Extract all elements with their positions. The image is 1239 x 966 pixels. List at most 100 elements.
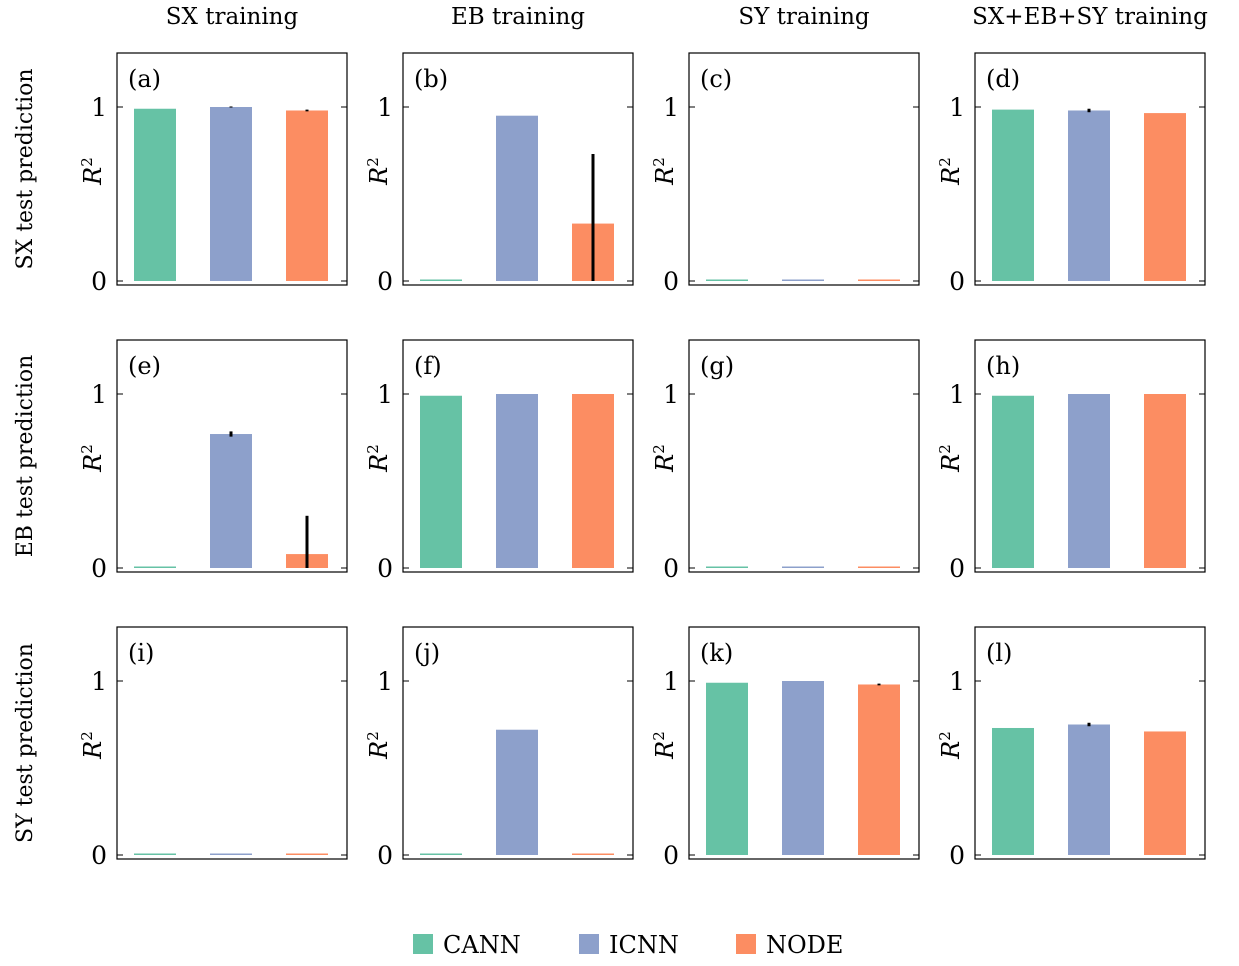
bar-cann [134,853,176,855]
panel-label: (g) [700,352,734,380]
panel-frame [116,52,348,286]
legend-item-icnn: ICNN [579,931,679,959]
panel-f: 0 1 R2 (f) [364,339,634,583]
bar-icnn [210,107,252,281]
bar-cann [706,566,748,568]
bar-icnn [782,566,824,568]
panel-i: 0 1 R2 (i) [78,626,348,870]
panel-label: (d) [986,65,1020,93]
panel-frame [116,626,348,860]
bar-icnn [1068,394,1110,568]
y-axis-label: R2 [936,444,965,473]
y-tick-label: 1 [949,93,965,122]
panel-frame [688,339,920,573]
column-title: EB training [451,4,585,30]
bar-icnn [782,681,824,855]
bar-cann [992,727,1034,855]
bar-node [1144,731,1186,855]
y-tick-label: 1 [663,380,679,409]
y-tick-label: 0 [663,554,679,583]
y-tick-label: 1 [91,667,107,696]
bar-node [858,279,900,281]
bar-node [1144,394,1186,568]
row-title: EB test prediction [13,355,38,558]
bar-cann [134,566,176,568]
panel-label: (k) [700,639,733,667]
bar-cann [420,279,462,281]
panel-k: 0 1 R2 (k) [650,626,920,870]
y-axis-label: R2 [364,731,393,760]
y-tick-label: 1 [91,380,107,409]
bar-cann [706,279,748,281]
panel-label: (j) [414,639,440,667]
panel-frame [688,52,920,286]
y-tick-label: 0 [949,554,965,583]
y-tick-label: 0 [377,267,393,296]
bar-node [858,684,900,855]
y-tick-label: 1 [949,667,965,696]
y-tick-label: 0 [377,841,393,870]
y-tick-label: 0 [663,267,679,296]
bar-node [572,394,614,568]
panel-frame [402,626,634,860]
legend-swatch [736,934,756,954]
bar-node [286,110,328,281]
bar-node [858,566,900,568]
bar-icnn [210,434,252,568]
panel-g: 0 1 R2 (g) [650,339,920,583]
bar-icnn [1068,724,1110,855]
bar-cann [992,109,1034,281]
y-axis-label: R2 [650,444,679,473]
panel-frame [974,626,1206,860]
y-tick-label: 1 [377,93,393,122]
legend-item-cann: CANN [413,931,521,959]
panel-e: 0 1 R2 (e) [78,339,348,583]
panel-c: 0 1 R2 (c) [650,52,920,296]
bar-icnn [496,729,538,855]
y-axis-label: R2 [936,157,965,186]
legend-swatch [579,934,599,954]
column-title: SX training [166,4,299,30]
y-tick-label: 0 [377,554,393,583]
bar-icnn [210,853,252,855]
y-axis-label: R2 [78,731,107,760]
panel-label: (f) [414,352,442,380]
bar-cann [706,682,748,855]
panel-label: (l) [986,639,1012,667]
panel-frame [402,52,634,286]
panel-a: 0 1 R2 (a) [78,52,348,296]
bar-cann [420,853,462,855]
y-tick-label: 0 [91,267,107,296]
y-axis-label: R2 [936,731,965,760]
y-axis-label: R2 [78,157,107,186]
panel-label: (b) [414,65,448,93]
y-tick-label: 1 [91,93,107,122]
row-title: SX test prediction [13,68,38,269]
panel-d: 0 1 R2 (d) [936,52,1206,296]
y-tick-label: 0 [91,554,107,583]
panel-h: 0 1 R2 (h) [936,339,1206,583]
panel-label: (i) [128,639,154,667]
bar-node [286,853,328,855]
y-axis-label: R2 [364,444,393,473]
y-tick-label: 1 [663,667,679,696]
panel-l: 0 1 R2 (l) [936,626,1206,870]
y-axis-label: R2 [364,157,393,186]
y-tick-label: 1 [377,667,393,696]
y-axis-label: R2 [650,157,679,186]
panel-j: 0 1 R2 (j) [364,626,634,870]
legend-label: ICNN [609,931,679,959]
panel-label: (a) [128,65,161,93]
legend-label: CANN [443,931,521,959]
legend-label: NODE [766,931,843,959]
bar-icnn [496,115,538,281]
bar-cann [134,108,176,282]
y-tick-label: 0 [949,267,965,296]
legend-item-node: NODE [736,931,843,959]
y-tick-label: 1 [663,93,679,122]
y-axis-label: R2 [78,444,107,473]
bar-icnn [782,279,824,281]
y-tick-label: 1 [949,380,965,409]
y-tick-label: 0 [949,841,965,870]
